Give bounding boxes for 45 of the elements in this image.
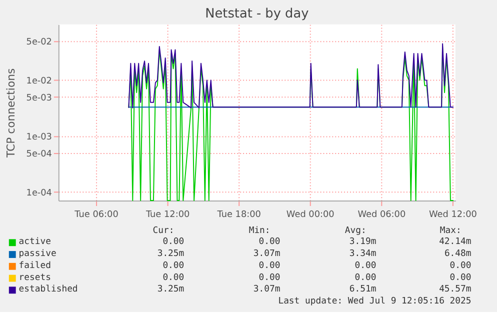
y-tick-label: 5e-04 bbox=[26, 149, 52, 160]
x-tick-label: Tue 12:00 bbox=[144, 210, 190, 220]
x-tick-label: Wed 00:00 bbox=[286, 210, 335, 220]
x-tick-label: Wed 06:00 bbox=[358, 210, 406, 220]
text: 3.07m bbox=[253, 248, 280, 259]
text: 0.00 bbox=[162, 272, 184, 283]
text: 6.48m bbox=[444, 248, 472, 259]
y-tick-label: 1e-02 bbox=[26, 76, 52, 87]
chart-title: Netstat - by day bbox=[205, 6, 310, 22]
text: 3.25m bbox=[157, 284, 184, 295]
text: 0.00 bbox=[258, 272, 280, 283]
legend-label: failed bbox=[18, 260, 51, 271]
y-tick-label: 1e-04 bbox=[26, 188, 52, 198]
text: Cur: bbox=[152, 226, 174, 236]
text: 0.00 bbox=[258, 260, 280, 271]
text: 45.57m bbox=[439, 284, 472, 295]
legend-label: established bbox=[18, 284, 78, 295]
text: 6.51m bbox=[349, 284, 376, 295]
text: 3.25m bbox=[157, 248, 184, 259]
text: Max: bbox=[440, 226, 462, 236]
text: 0.00 bbox=[450, 260, 472, 271]
text: 0.00 bbox=[162, 237, 184, 248]
text: 0.00 bbox=[354, 272, 376, 283]
text: Min: bbox=[248, 226, 270, 236]
text: 3.07m bbox=[253, 284, 280, 295]
line-series bbox=[128, 43, 454, 108]
legend-label: active bbox=[18, 237, 51, 248]
text: Last update: Wed Jul 9 12:05:16 2025 bbox=[278, 296, 472, 307]
y-axis-title: TCP connections bbox=[4, 68, 18, 159]
text: 0.00 bbox=[354, 260, 376, 271]
text: 42.14m bbox=[439, 237, 472, 248]
text: 3.34m bbox=[349, 248, 376, 259]
text: 0.00 bbox=[450, 272, 472, 283]
text: 0.00 bbox=[162, 260, 184, 271]
text: Avg: bbox=[344, 226, 366, 236]
y-tick-label: 5e-03 bbox=[26, 93, 52, 104]
x-tick-label: Tue 18:00 bbox=[216, 210, 262, 220]
text: 0.00 bbox=[258, 237, 280, 248]
x-tick-label: Wed 12:00 bbox=[428, 210, 478, 220]
x-tick-label: Tue 06:00 bbox=[74, 210, 119, 220]
legend-label: resets bbox=[18, 272, 51, 283]
y-tick-label: 1e-03 bbox=[26, 132, 52, 143]
text: 3.19m bbox=[349, 237, 376, 248]
legend-label: passive bbox=[18, 248, 56, 259]
y-tick-label: 5e-02 bbox=[26, 38, 52, 48]
